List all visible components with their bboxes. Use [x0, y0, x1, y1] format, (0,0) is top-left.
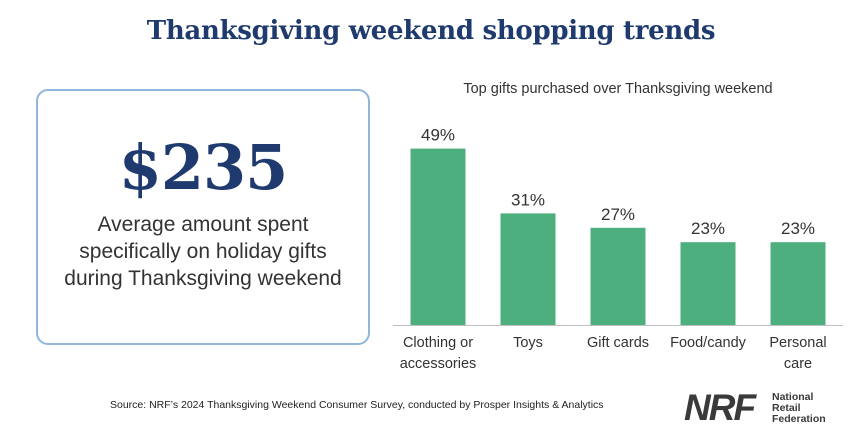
- category-label-1-0: Toys: [513, 335, 543, 351]
- data-label-0: 49%: [421, 126, 455, 145]
- category-label-0-0: Clothing or: [403, 335, 473, 351]
- category-label-3-0: Food/candy: [670, 335, 747, 351]
- category-label-2-0: Gift cards: [587, 335, 649, 351]
- chart-title: Top gifts purchased over Thanksgiving we…: [463, 81, 773, 97]
- bar-4: [770, 242, 826, 325]
- bar-chart: 49% Clothing or accessories 31% Toys 27% Gift …: [393, 126, 843, 372]
- bar-0: [410, 148, 466, 325]
- stat-card: $235 Average amount spent specifically o…: [36, 89, 370, 345]
- data-label-1: 31%: [511, 190, 545, 209]
- logo-line-1: National: [772, 391, 814, 403]
- category-label-4-1: care: [784, 356, 812, 372]
- category-label-4-0: Personal: [769, 335, 826, 351]
- nrf-logo: NRF National Retail Federation: [684, 388, 844, 428]
- category-label-0-1: accessories: [400, 356, 477, 372]
- data-label-4: 23%: [781, 219, 815, 238]
- bar-3: [680, 242, 736, 325]
- bar-2: [590, 227, 646, 325]
- source-note: Source: NRF’s 2024 Thanksgiving Weekend …: [110, 399, 604, 411]
- data-label-2: 27%: [601, 205, 635, 224]
- logo-line-2: Retail: [772, 402, 801, 414]
- page-title: Thanksgiving weekend shopping trends: [146, 16, 716, 46]
- bar-1: [500, 213, 556, 325]
- data-label-3: 23%: [691, 219, 725, 238]
- logo-line-3: Federation: [772, 413, 826, 425]
- stat-description: Average amount spent specifically on hol…: [64, 213, 342, 290]
- stat-value: $235: [118, 131, 289, 204]
- logo-mark: NRF: [684, 387, 756, 428]
- logo-text: National Retail Federation: [772, 392, 852, 425]
